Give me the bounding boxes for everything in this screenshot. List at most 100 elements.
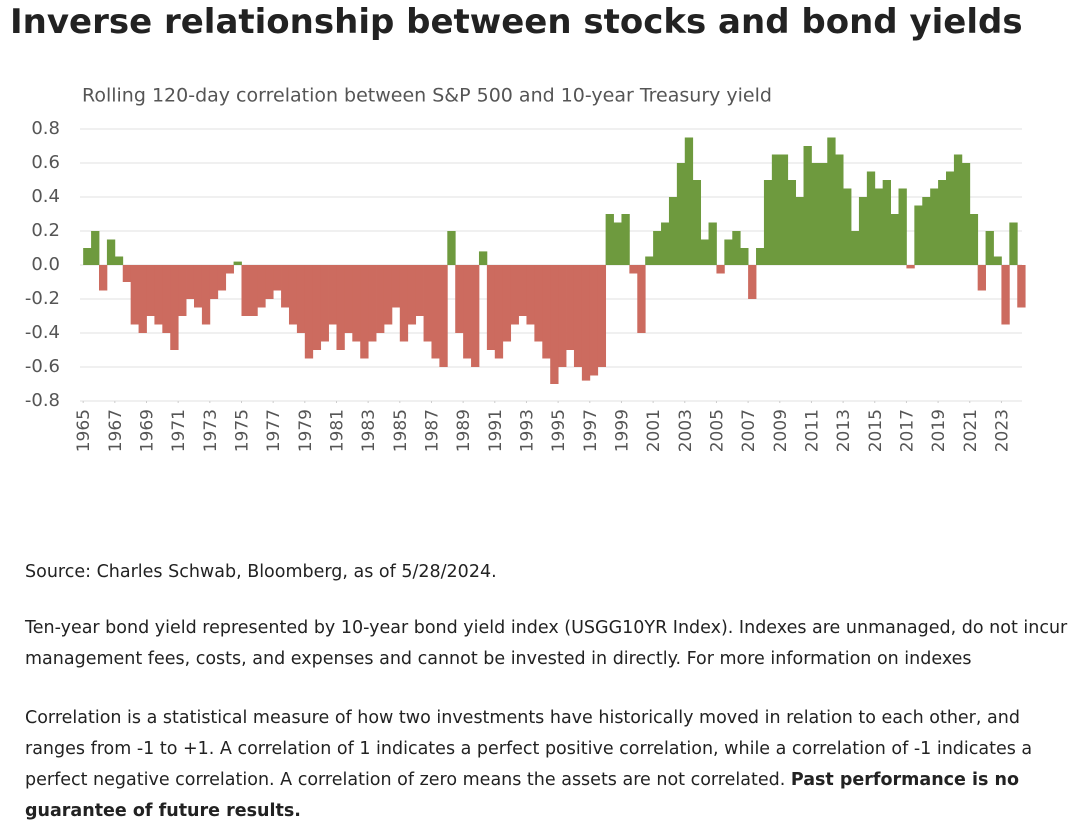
area-segment [993, 256, 1002, 265]
source-note: Source: Charles Schwab, Bloomberg, as of… [25, 562, 497, 582]
area-segment [890, 214, 899, 265]
x-tick-label: 1975 [232, 409, 252, 452]
area-segment [605, 214, 614, 265]
area-segment [368, 265, 377, 342]
x-tick-label: 1969 [137, 409, 157, 452]
y-tick-label: -0.4 [25, 322, 60, 343]
area-segment [241, 265, 250, 316]
area-segment [1009, 222, 1018, 265]
area-segment [961, 163, 971, 265]
area-segment [589, 265, 599, 376]
area-segment [471, 265, 480, 367]
area-segment [312, 265, 322, 350]
area-segment [391, 265, 401, 308]
area-segment [898, 188, 907, 265]
area-segment [787, 180, 797, 265]
area-segment [273, 265, 282, 291]
x-tick-label: 2005 [707, 409, 727, 452]
area-segment [193, 265, 203, 308]
area-segment [637, 265, 646, 333]
area-segment [684, 137, 694, 265]
area-segment [866, 171, 876, 265]
area-segment [415, 265, 424, 316]
area-segment [201, 265, 211, 325]
area-segment [977, 265, 986, 291]
x-tick-label: 2021 [961, 409, 981, 452]
area-segment [708, 222, 717, 265]
x-tick-label: 1973 [201, 409, 221, 452]
area-segment [700, 239, 709, 265]
area-segment [613, 222, 622, 265]
area-segment [494, 265, 504, 359]
y-tick-label: -0.8 [25, 390, 60, 411]
area-segment [676, 163, 686, 265]
area-segment [478, 251, 488, 265]
area-segment [328, 265, 337, 325]
area-segment [843, 188, 852, 265]
area-segment [431, 265, 440, 359]
area-segment [874, 188, 884, 265]
x-tick-label: 1965 [74, 409, 94, 452]
x-tick-label: 1981 [327, 409, 347, 452]
area-segment [130, 265, 139, 325]
disclaimer: Past performance is no guarantee of futu… [25, 770, 1020, 821]
area-segment [835, 154, 844, 265]
area-segment [716, 265, 725, 274]
area-segment [566, 265, 575, 350]
area-segment [851, 231, 860, 265]
x-tick-label: 1989 [454, 409, 474, 452]
area-segment [399, 265, 409, 342]
x-tick-label: 2013 [834, 409, 854, 452]
area-segment [138, 265, 147, 333]
area-segment [463, 265, 472, 359]
area-segment [581, 265, 591, 381]
x-tick-label: 1991 [486, 409, 506, 452]
area-segment [296, 265, 306, 333]
x-tick-label: 2019 [929, 409, 949, 452]
area-segment [969, 214, 979, 265]
y-tick-label: -0.2 [25, 288, 60, 309]
area-segment [661, 222, 670, 265]
area-segment [320, 265, 329, 342]
area-segment [803, 146, 812, 265]
area-segment [827, 137, 836, 265]
x-tick-label: 2011 [802, 409, 822, 452]
area-segment [502, 265, 512, 342]
x-tick-label: 2003 [676, 409, 696, 452]
index-note: Ten-year bond yield represented by 10-ye… [25, 618, 1068, 669]
x-tick-label: 1993 [517, 409, 537, 452]
area-segment [217, 265, 227, 291]
area-segment [597, 265, 607, 367]
area-segment [265, 265, 274, 299]
area-segment [526, 265, 535, 325]
area-segment [930, 188, 939, 265]
area-segment [771, 154, 781, 265]
area-segment [763, 180, 773, 265]
x-tick-label: 2023 [992, 409, 1012, 452]
area-segment [383, 265, 393, 325]
chart: Rolling 120-day correlation between S&P … [25, 85, 1026, 452]
area-segment [914, 205, 923, 265]
area-segment [423, 265, 432, 342]
area-segment [281, 265, 290, 308]
area-segment [946, 171, 955, 265]
area-segment [344, 265, 353, 333]
area-segment [573, 265, 583, 367]
x-tick-label: 1977 [264, 409, 284, 452]
area-segment [645, 256, 654, 265]
area-segment [653, 231, 662, 265]
area-segment [858, 197, 868, 265]
correlation-paragraph: Correlation is a statistical measure of … [25, 703, 1085, 827]
x-tick-label: 1999 [612, 409, 632, 452]
area-segment [336, 265, 345, 350]
y-tick-label: 0.0 [31, 254, 60, 275]
x-tick-label: 1987 [422, 409, 442, 452]
area-segment [352, 265, 361, 342]
area-segment [922, 197, 931, 265]
area-segment [692, 180, 702, 265]
x-tick-label: 1979 [296, 409, 316, 452]
area-segment [1017, 265, 1026, 308]
x-tick-label: 2015 [866, 409, 886, 452]
area-segment [249, 265, 258, 316]
